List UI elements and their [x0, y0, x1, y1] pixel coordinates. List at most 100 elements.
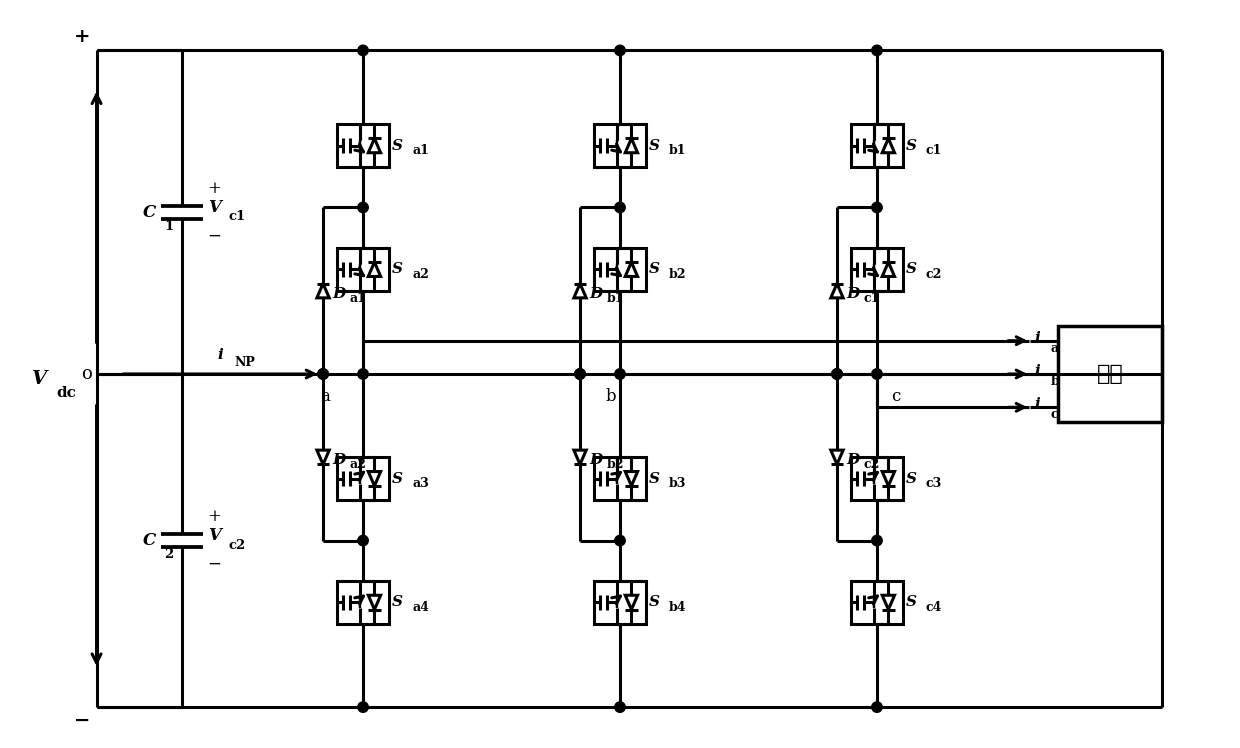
Polygon shape: [317, 450, 330, 465]
Circle shape: [317, 369, 329, 379]
Bar: [337, 124, 389, 167]
Circle shape: [615, 702, 625, 712]
Polygon shape: [882, 263, 894, 277]
Text: c2: c2: [229, 539, 246, 552]
Text: V: V: [208, 199, 221, 216]
Bar: [594, 581, 646, 624]
Text: b2: b2: [606, 459, 624, 471]
Text: D: D: [589, 286, 603, 301]
Text: a2: a2: [350, 459, 367, 471]
Text: 负载: 负载: [1096, 364, 1123, 384]
Text: S: S: [906, 263, 918, 276]
Text: V: V: [208, 527, 221, 545]
Polygon shape: [625, 263, 637, 277]
Text: S: S: [906, 472, 918, 485]
Circle shape: [615, 369, 625, 379]
Text: a3: a3: [412, 477, 429, 490]
Bar: [851, 581, 903, 624]
Text: c1: c1: [863, 292, 880, 305]
Text: D: D: [332, 286, 346, 301]
Polygon shape: [317, 283, 330, 298]
Text: a1: a1: [412, 144, 429, 157]
Bar: [594, 457, 646, 500]
Circle shape: [358, 536, 368, 546]
Polygon shape: [882, 138, 894, 153]
Bar: [594, 248, 646, 291]
Text: C: C: [144, 532, 156, 549]
Text: 2: 2: [164, 548, 174, 561]
Text: S: S: [392, 595, 403, 610]
Text: i: i: [1034, 331, 1040, 345]
Polygon shape: [368, 138, 381, 153]
Text: C: C: [144, 203, 156, 221]
Bar: [1058, 326, 1162, 422]
Text: a2: a2: [412, 268, 429, 280]
Polygon shape: [831, 283, 843, 298]
Text: NP: NP: [234, 356, 255, 370]
Text: −: −: [74, 712, 91, 730]
Text: D: D: [847, 286, 859, 301]
Text: V: V: [32, 370, 47, 387]
Circle shape: [872, 702, 882, 712]
Polygon shape: [625, 471, 637, 485]
Circle shape: [832, 369, 842, 379]
Text: c1: c1: [229, 210, 246, 224]
Text: −: −: [207, 556, 221, 573]
Text: a4: a4: [412, 601, 429, 613]
Circle shape: [358, 702, 368, 712]
Text: i: i: [217, 348, 223, 361]
Circle shape: [615, 536, 625, 546]
Polygon shape: [368, 595, 381, 610]
Text: c2: c2: [926, 268, 942, 280]
Text: D: D: [589, 453, 603, 468]
Circle shape: [358, 45, 368, 55]
Bar: [337, 581, 389, 624]
Text: o: o: [81, 365, 92, 383]
Polygon shape: [831, 450, 843, 465]
Bar: [337, 457, 389, 500]
Polygon shape: [882, 471, 894, 485]
Circle shape: [615, 202, 625, 212]
Circle shape: [575, 369, 585, 379]
Circle shape: [317, 369, 329, 379]
Text: S: S: [649, 472, 660, 485]
Text: a1: a1: [350, 292, 367, 305]
Bar: [851, 248, 903, 291]
Text: D: D: [847, 453, 859, 468]
Polygon shape: [625, 138, 637, 153]
Text: +: +: [207, 180, 221, 197]
Text: a: a: [1050, 342, 1058, 355]
Text: a: a: [320, 388, 330, 405]
Polygon shape: [368, 263, 381, 277]
Text: S: S: [649, 595, 660, 610]
Text: c1: c1: [926, 144, 942, 157]
Circle shape: [615, 45, 625, 55]
Bar: [337, 248, 389, 291]
Polygon shape: [882, 595, 894, 610]
Bar: [594, 124, 646, 167]
Text: b: b: [605, 388, 616, 405]
Bar: [851, 124, 903, 167]
Text: dc: dc: [57, 386, 77, 400]
Text: b4: b4: [670, 601, 687, 613]
Polygon shape: [574, 283, 587, 298]
Text: c: c: [1050, 408, 1058, 421]
Circle shape: [358, 202, 368, 212]
Text: i: i: [1034, 364, 1040, 378]
Circle shape: [872, 536, 882, 546]
Text: S: S: [392, 138, 403, 153]
Text: −: −: [207, 227, 221, 245]
Circle shape: [358, 369, 368, 379]
Text: S: S: [906, 138, 918, 153]
Polygon shape: [368, 471, 381, 485]
Text: c4: c4: [926, 601, 942, 613]
Circle shape: [575, 369, 585, 379]
Text: S: S: [649, 263, 660, 276]
Polygon shape: [574, 450, 587, 465]
Bar: [851, 457, 903, 500]
Text: i: i: [1034, 397, 1040, 411]
Circle shape: [832, 369, 842, 379]
Text: c3: c3: [926, 477, 942, 490]
Text: b2: b2: [670, 268, 687, 280]
Text: D: D: [332, 453, 346, 468]
